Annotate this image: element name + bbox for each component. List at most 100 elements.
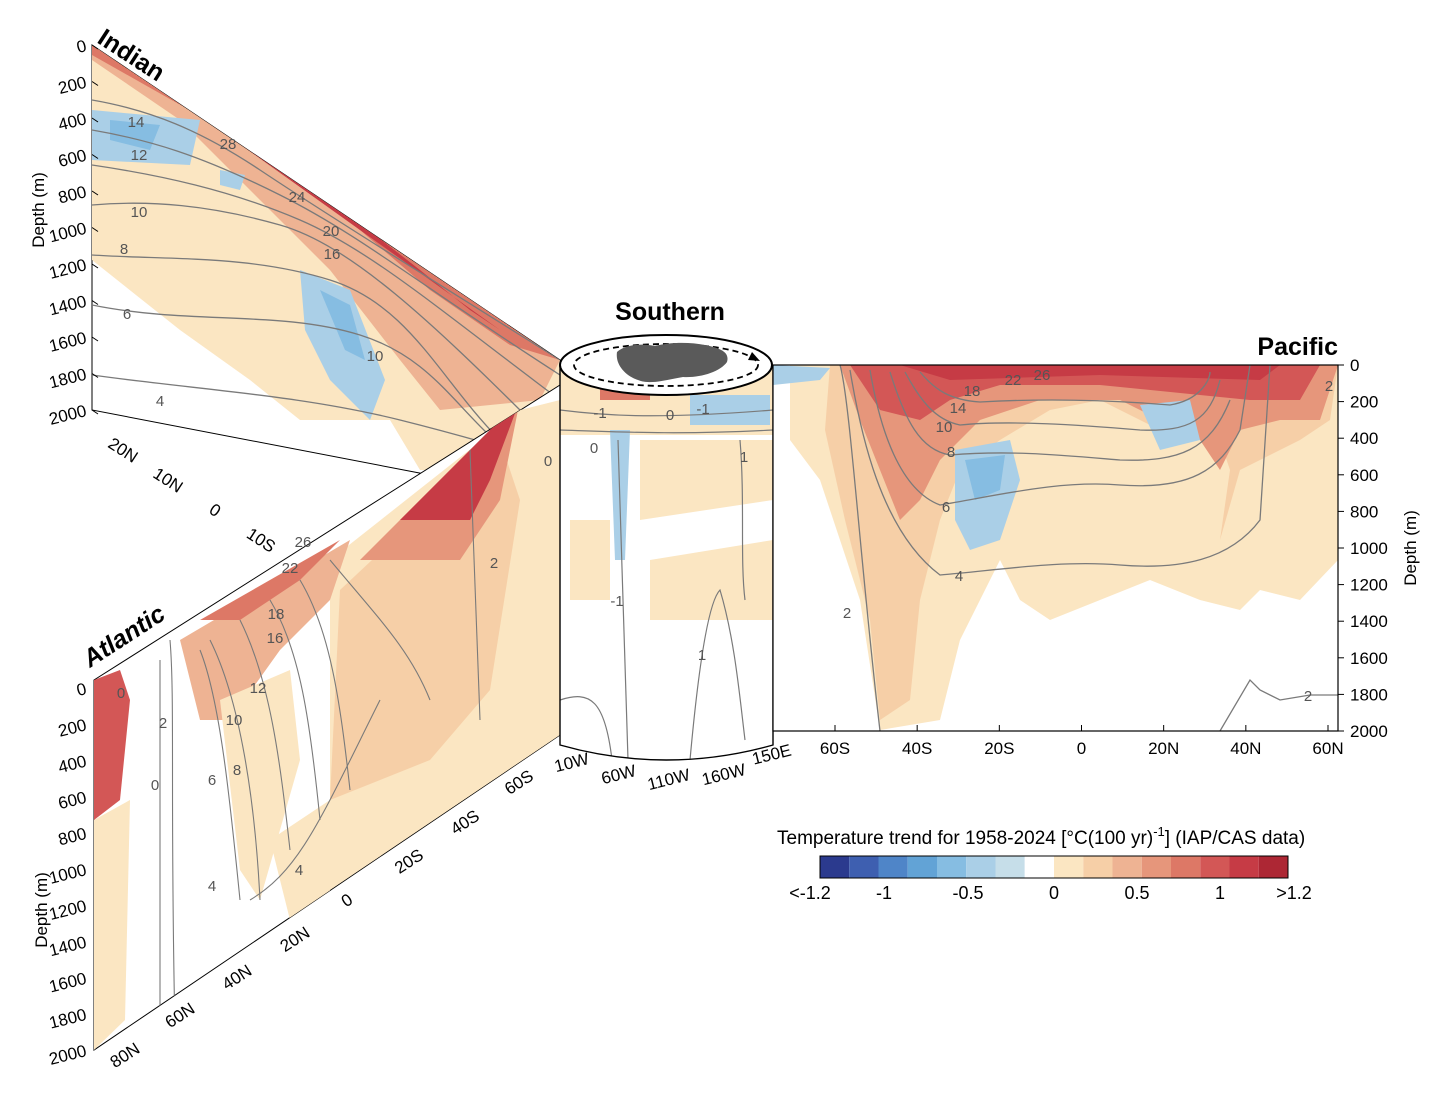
indian-y-tick-label: 400 — [56, 109, 88, 134]
colorbar-swatch — [995, 856, 1025, 878]
pacific-contour-label: 8 — [947, 444, 955, 461]
pacific-y-tick-label: 1800 — [1350, 685, 1388, 704]
indian-contour-label: 14 — [128, 114, 145, 131]
atlantic-contour-label: 0 — [151, 777, 159, 794]
atlantic-contour-label: 12 — [250, 680, 267, 697]
atlantic-x-tick-label: 20N — [277, 923, 314, 956]
colorbar-swatch — [1258, 856, 1288, 878]
southern-contour-label: 1 — [698, 647, 706, 664]
atlantic-panel: Atlantic 0200400600800100012001400160018… — [32, 384, 561, 1072]
indian-y-tick-label: 200 — [56, 73, 88, 98]
indian-field — [92, 45, 560, 470]
indian-y-ticks: 0 200 400 600 800 1000 1200 1400 1600 1800 2000 — [47, 36, 99, 429]
pacific-x-tick-label: 40N — [1230, 739, 1261, 758]
atlantic-x-tick-label: 40N — [219, 961, 256, 994]
indian-y-tick-label: 800 — [56, 182, 88, 207]
pacific-x-tick-label: 0 — [1077, 739, 1086, 758]
pacific-y-tick-label: 1200 — [1350, 576, 1388, 595]
atlantic-y-tick-label: 1200 — [47, 896, 88, 924]
pacific-x-tick-label: 40S — [902, 739, 932, 758]
pacific-y-tick-label: 1600 — [1350, 649, 1388, 668]
colorbar-swatch — [878, 856, 908, 878]
southern-x-tick-label: 110W — [645, 765, 691, 794]
southern-x-tick-label: 160W — [700, 760, 748, 789]
pacific-y-tick-label: 1000 — [1350, 539, 1388, 558]
atlantic-contour-label: 6 — [208, 772, 216, 789]
colorbar-tick-labels: <-1.2 -1 -0.5 0 0.5 1 >1.2 — [789, 883, 1312, 903]
pacific-y-tick-label: 1400 — [1350, 612, 1388, 631]
indian-contour-label: 4 — [156, 393, 164, 410]
pacific-contour-label: 26 — [1034, 367, 1051, 384]
atlantic-contour-label: 22 — [282, 560, 299, 577]
indian-y-tick-label: 1200 — [47, 255, 88, 283]
indian-x-tick-label: 10S — [243, 524, 279, 556]
atlantic-contour-label: 8 — [233, 762, 241, 779]
pacific-contour-label: 2 — [843, 605, 851, 622]
colorbar-swatch — [1054, 856, 1084, 878]
pacific-title: Pacific — [1257, 333, 1338, 361]
colorbar-swatch — [937, 856, 967, 878]
atlantic-y-tick-label: 0 — [75, 679, 89, 700]
colorbar-swatch — [820, 856, 850, 878]
colorbar-tick-label: 0.5 — [1124, 883, 1149, 903]
pacific-y-tick-label: 200 — [1350, 393, 1378, 412]
colorbar-swatch — [849, 856, 879, 878]
legend-title: Temperature trend for 1958-2024 [°C(100 … — [777, 824, 1305, 849]
atlantic-contour-label: 4 — [208, 878, 216, 895]
indian-y-tick-label: 1600 — [47, 328, 88, 356]
colorbar-swatch — [1112, 856, 1142, 878]
pacific-x-tick-label: 60N — [1312, 739, 1343, 758]
southern-contour-label: -1 — [593, 405, 606, 422]
atlantic-contour-label: 2 — [159, 715, 167, 732]
indian-y-tick-label: 1400 — [47, 292, 88, 320]
atlantic-x-tick-label: 60N — [162, 999, 199, 1032]
southern-contour-label: -1 — [610, 593, 623, 610]
pacific-contour-label: 10 — [936, 419, 953, 436]
indian-contour-label: 8 — [120, 241, 128, 258]
atlantic-y-tick-label: 2000 — [47, 1041, 88, 1069]
pacific-y-tick-label: 2000 — [1350, 722, 1388, 741]
pacific-y-ticks: 0 200 400 600 800 1000 1200 1400 1600 1800 2000 — [1338, 356, 1388, 741]
atlantic-y-tick-label: 1800 — [47, 1005, 88, 1033]
southern-x-tick-label: 10W — [552, 749, 591, 776]
colorbar-tick-label: 1 — [1215, 883, 1225, 903]
colorbar-tick-label: 0 — [1049, 883, 1059, 903]
colorbar-tick-label: -0.5 — [952, 883, 983, 903]
indian-y-tick-label: 600 — [56, 146, 88, 171]
southern-contour-label: -1 — [696, 401, 709, 418]
indian-panel: Indian 020040060080010001200140016001800… — [29, 24, 561, 557]
atlantic-y-ticks: 0 200 400 600 800 1000 1200 1400 1600 1800 2000 — [47, 679, 88, 1069]
indian-contour-label: 10 — [131, 204, 148, 221]
southern-contour-label: 0 — [666, 407, 674, 424]
atlantic-y-tick-label: 1600 — [47, 969, 88, 997]
atlantic-field — [94, 400, 560, 1050]
pacific-contour-label: 22 — [1005, 372, 1022, 389]
atlantic-contour-label: 4 — [295, 862, 303, 879]
indian-y-axis-label: Depth (m) — [29, 172, 48, 248]
indian-contour-label: 28 — [220, 136, 237, 153]
atlantic-x-tick-label: 0 — [338, 890, 356, 911]
atlantic-contour-label: 2 — [490, 555, 498, 572]
atlantic-contour-labels: 0 2 0 68 4 4 10 12 16 18 22 26 2 0 — [117, 453, 552, 895]
pacific-contour-label: 4 — [955, 568, 963, 585]
pacific-x-tick-label: 20S — [984, 739, 1014, 758]
pacific-contour-label: 2 — [1304, 688, 1312, 705]
indian-x-tick-label: 0 — [206, 500, 224, 521]
indian-contour-label: 20 — [323, 223, 340, 240]
pacific-panel: Pacific 02004006008001000120014001600180… — [772, 333, 1420, 758]
colorbar-swatch — [1200, 856, 1230, 878]
indian-x-tick-label: 20N — [105, 434, 142, 467]
indian-y-tick-label: 1000 — [47, 219, 88, 247]
atlantic-x-tick-label: 20S — [391, 845, 427, 877]
atlantic-contour-label: 26 — [295, 534, 312, 551]
atlantic-y-tick-label: 800 — [56, 824, 88, 849]
pacific-field — [773, 365, 1338, 731]
indian-contour-label: 24 — [289, 189, 306, 206]
indian-contour-labels: 14 12 10 8 6 4 28 24 20 16 10 — [120, 114, 384, 410]
atlantic-y-tick-label: 1400 — [47, 933, 88, 961]
colorbar-legend: Temperature trend for 1958-2024 [°C(100 … — [777, 824, 1312, 903]
colorbar-swatch — [907, 856, 937, 878]
atlantic-contour-label: 0 — [117, 685, 125, 702]
